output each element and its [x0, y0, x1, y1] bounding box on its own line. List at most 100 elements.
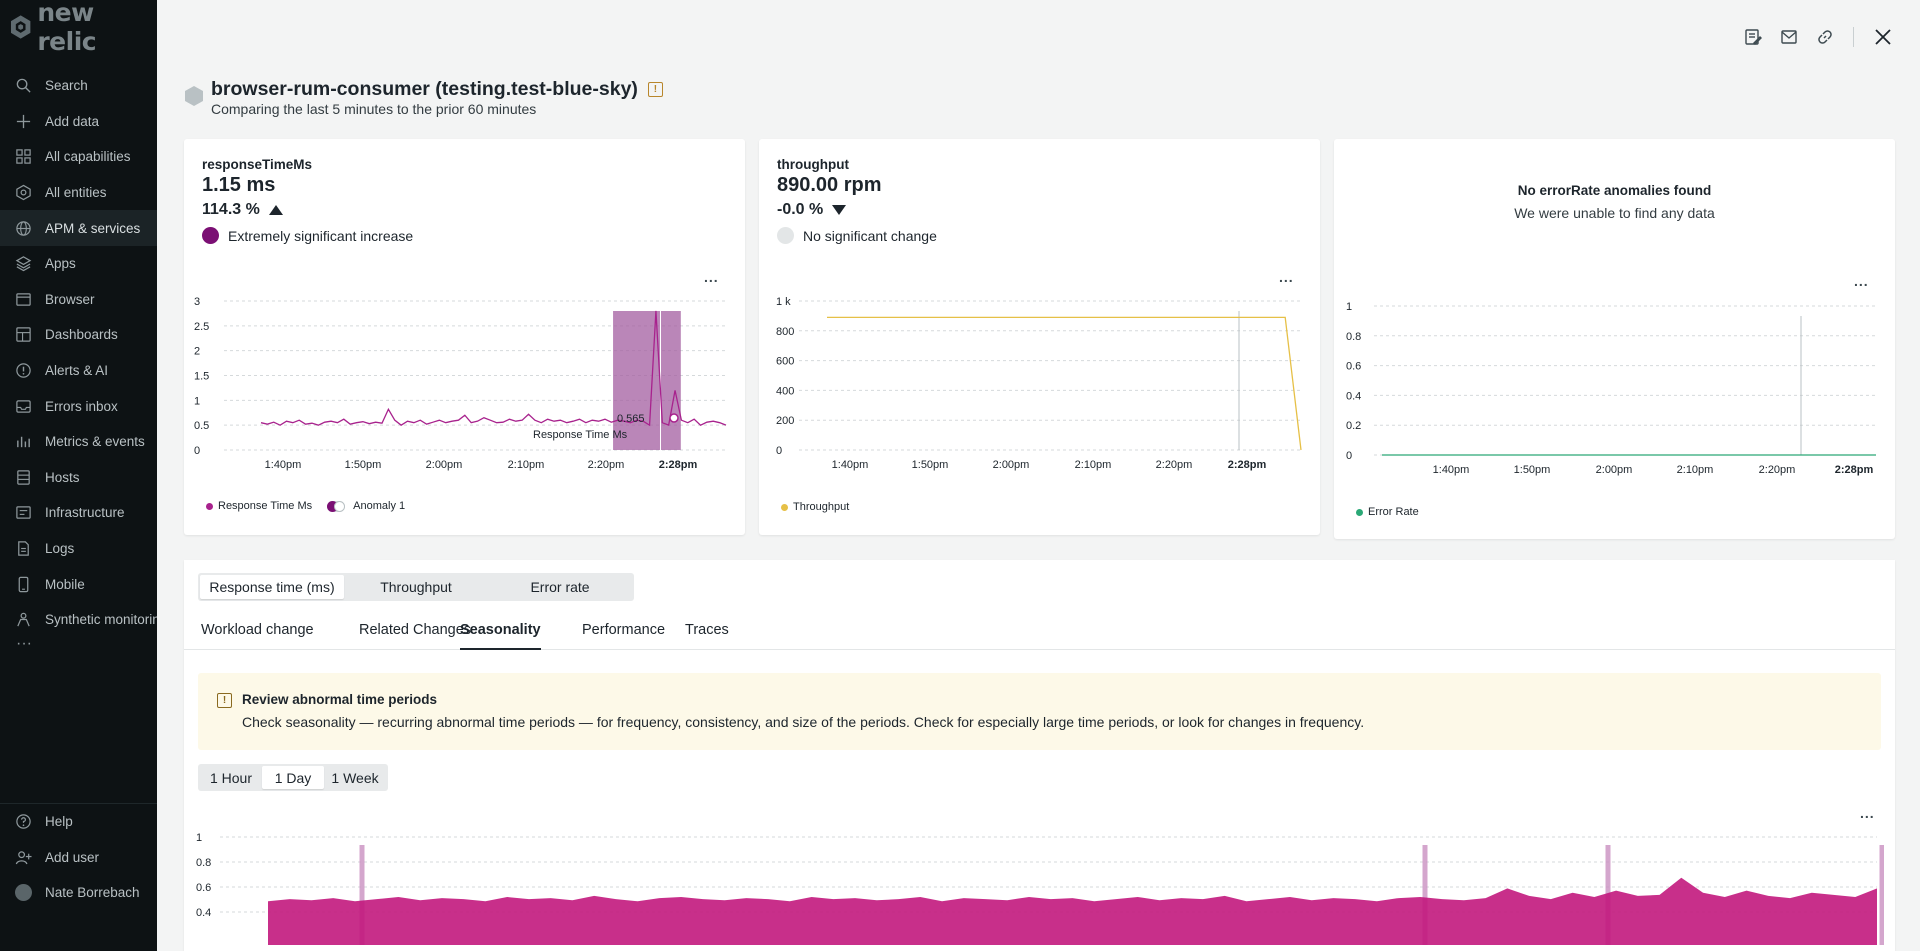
- y-tick-label: 1: [194, 395, 200, 407]
- sidebar-item-label: Synthetic monitoring: [45, 612, 157, 628]
- analysis-panel: Response time (ms) Throughput Error rate W…: [184, 560, 1895, 951]
- x-tick-label: 2:20pm: [588, 459, 625, 471]
- chart-menu-button[interactable]: ...: [1854, 273, 1869, 289]
- sidebar-item-hosts[interactable]: Hosts: [0, 460, 157, 496]
- y-tick-label: 0.8: [196, 857, 211, 869]
- y-tick-label: 0.6: [196, 882, 211, 894]
- mobile-icon: [14, 575, 32, 593]
- series-area: [268, 877, 1877, 945]
- metric-tab-throughput[interactable]: Throughput: [380, 579, 452, 595]
- x-tick-label: 1:50pm: [1514, 464, 1551, 476]
- range-1-day[interactable]: 1 Day: [262, 766, 324, 789]
- metric-tab-response-time-ms[interactable]: Response time (ms): [200, 575, 344, 599]
- metric-card-throughput: throughput 890.00 rpm -0.0 % No signific…: [759, 139, 1320, 535]
- tab-workload-change[interactable]: Workload change: [201, 622, 314, 638]
- main-content: browser-rum-consumer (testing.test-blue-…: [157, 0, 1920, 951]
- empty-state-subtitle: We were unable to find any data: [1514, 205, 1715, 221]
- sidebar-item-all-capabilities[interactable]: All capabilities: [0, 139, 157, 175]
- sidebar-item-nate-borrebach[interactable]: Nate Borrebach: [0, 875, 157, 911]
- sidebar-item-label: Apps: [45, 256, 76, 272]
- tab-performance[interactable]: Performance: [582, 622, 666, 638]
- significance-dot-icon: [777, 227, 794, 244]
- chart-menu-button[interactable]: ...: [1860, 805, 1875, 821]
- y-tick-label: 2.5: [194, 321, 209, 333]
- legend-label[interactable]: Response Time Ms: [218, 500, 313, 512]
- x-tick-label: 1:40pm: [265, 459, 302, 471]
- close-icon[interactable]: [1870, 24, 1896, 50]
- significance-label: Extremely significant increase: [228, 227, 414, 244]
- anomaly-marker: [1879, 845, 1884, 945]
- sidebar-item-errors-inbox[interactable]: Errors inbox: [0, 388, 157, 424]
- y-tick-label: 0: [194, 445, 200, 457]
- sidebar-item-logs[interactable]: Logs: [0, 531, 157, 567]
- sidebar-item-label: Metrics & events: [45, 434, 145, 450]
- sidebar-item-apm-services[interactable]: APM & services: [0, 210, 157, 246]
- infrastructure-icon: [14, 504, 32, 522]
- legend-label[interactable]: Throughput: [793, 501, 850, 513]
- analysis-tabs: Workload change Related Changes Seasonalit…: [184, 620, 1895, 650]
- sidebar-item-browser[interactable]: Browser: [0, 282, 157, 318]
- time-range-selector: 1 Hour 1 Day 1 Week: [198, 764, 388, 791]
- sidebar-item-search[interactable]: Search: [0, 68, 157, 104]
- y-tick-label: 0.4: [196, 907, 211, 919]
- legend-dot-icon: [781, 503, 788, 511]
- metric-name: throughput: [777, 157, 849, 172]
- change-percent: -0.0 %: [777, 201, 824, 218]
- tab-related-changes[interactable]: Related Changes: [359, 622, 472, 638]
- sidebar-item-label: All capabilities: [45, 149, 131, 165]
- metric-name: responseTimeMs: [202, 157, 313, 172]
- entity-name[interactable]: browser-rum-consumer (testing.test-blue-…: [211, 78, 638, 100]
- y-tick-label: 200: [776, 415, 794, 427]
- chart-menu-button[interactable]: ...: [704, 269, 719, 285]
- tab-seasonality[interactable]: Seasonality: [460, 620, 541, 650]
- y-tick-label: 0.2: [1346, 420, 1361, 432]
- metric-tab-error-rate[interactable]: Error rate: [530, 579, 590, 595]
- edit-note-icon[interactable]: [1741, 24, 1765, 50]
- empty-state-title: No errorRate anomalies found: [1517, 183, 1712, 198]
- warning-icon[interactable]: !: [647, 82, 663, 97]
- sidebar-item-label: Alerts & AI: [45, 363, 109, 379]
- logs-icon: [14, 540, 32, 558]
- tab-traces[interactable]: Traces: [685, 622, 729, 638]
- sidebar-item-label: Infrastructure: [45, 505, 125, 521]
- series-line: [827, 316, 1302, 451]
- layers-icon: [14, 255, 32, 273]
- seasonality-callout: ! Review abnormal time periods Check sea…: [198, 673, 1881, 750]
- legend-label-anomaly[interactable]: Anomaly 1: [353, 500, 406, 512]
- y-tick-label: 0.8: [1346, 331, 1361, 343]
- sidebar-item-dashboards[interactable]: Dashboards: [0, 317, 157, 353]
- sidebar-item-add-data[interactable]: Add data: [0, 104, 157, 140]
- range-1-week[interactable]: 1 Week: [331, 769, 379, 786]
- sidebar-item-infrastructure[interactable]: Infrastructure: [0, 495, 157, 531]
- x-tick-label: 2:10pm: [1075, 459, 1112, 471]
- sidebar-item-metrics-events[interactable]: Metrics & events: [0, 424, 157, 460]
- y-tick-label: 1.5: [194, 371, 209, 383]
- x-tick-label: 2:28pm: [1835, 464, 1874, 476]
- anomaly-band: [613, 311, 681, 450]
- sidebar-item-add-user[interactable]: Add user: [0, 840, 157, 876]
- range-1-hour[interactable]: 1 Hour: [209, 769, 253, 786]
- legend-label[interactable]: Error Rate: [1368, 506, 1419, 518]
- sidebar-item-all-entities[interactable]: All entities: [0, 175, 157, 211]
- y-tick-label: 1: [1346, 301, 1352, 313]
- triangle-up-icon: [268, 205, 283, 215]
- metric-change: 114.3 %: [202, 201, 284, 219]
- metric-change: -0.0 %: [777, 201, 847, 219]
- email-icon[interactable]: [1777, 24, 1801, 50]
- more-nav-button[interactable]: ···: [16, 634, 32, 652]
- sidebar-item-help[interactable]: Help: [0, 804, 157, 840]
- chart-menu-button[interactable]: ...: [1279, 269, 1294, 285]
- link-icon[interactable]: [1813, 24, 1837, 50]
- sidebar-item-synthetic-monitoring[interactable]: Synthetic monitoring: [0, 602, 157, 638]
- sidebar-item-mobile[interactable]: Mobile: [0, 566, 157, 602]
- significance: Extremely significant increase: [202, 227, 413, 244]
- y-tick-label: 800: [776, 326, 794, 338]
- change-percent: 114.3 %: [202, 201, 260, 218]
- x-tick-label: 2:10pm: [1677, 464, 1714, 476]
- sidebar-item-apps[interactable]: Apps: [0, 246, 157, 282]
- sidebar-item-alerts-ai[interactable]: Alerts & AI: [0, 353, 157, 389]
- y-tick-label: 0: [1346, 450, 1352, 462]
- anomaly-toggle[interactable]: [327, 500, 346, 512]
- anomaly-marker: [359, 845, 365, 945]
- logo[interactable]: new relic: [10, 0, 157, 56]
